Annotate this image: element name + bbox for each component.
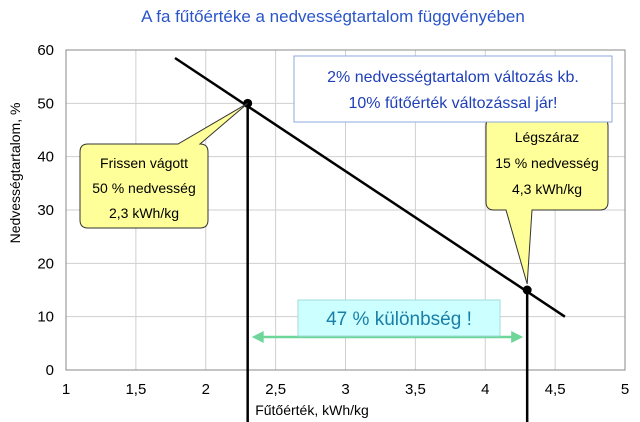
difference-annotation: 47 % különbség ! [251, 299, 524, 343]
plot-marks [174, 56, 566, 422]
callout-air-dry-line: Légszáraz [515, 129, 580, 145]
y-axis-label: Nedvességtartalom, % [7, 103, 23, 244]
x-tick-label: 4 [481, 381, 489, 398]
chart-title: A fa fűtőértéke a nedvességtartalom függ… [141, 7, 525, 26]
x-tick-label: 5 [621, 381, 629, 398]
y-tick-label: 20 [37, 255, 54, 272]
y-tick-label: 40 [37, 149, 54, 166]
callout-fresh-cut-line: Frissen vágott [100, 155, 188, 171]
callout-fresh-cut-line: 50 % nedvesség [92, 180, 196, 196]
x-tick-label: 4,5 [545, 381, 566, 398]
x-tick-label: 1,5 [125, 381, 146, 398]
axes [65, 49, 626, 371]
info-note: 2% nedvességtartalom változás kb. 10% fűt… [293, 55, 613, 123]
difference-label: 47 % különbség ! [326, 309, 472, 330]
info-note-line: 10% fűtőérték változással jár! [349, 95, 558, 112]
y-tick-label: 30 [37, 202, 54, 219]
series-line [174, 56, 566, 318]
x-tick-label: 3,5 [405, 381, 426, 398]
x-axis-label: Fűtőérték, kWh/kg [255, 402, 369, 418]
x-tick-label: 1 [62, 381, 70, 398]
arrow-head-right [511, 331, 524, 343]
callout-fresh-cut [79, 102, 248, 229]
y-tick-label: 10 [37, 309, 54, 326]
x-tick-label: 2 [202, 381, 210, 398]
data-point [522, 285, 532, 295]
plot-frame [65, 49, 626, 371]
arrow-head-left [251, 331, 264, 343]
callout-air-dry-line: 15 % nedvesség [495, 155, 599, 171]
x-tick-label: 3 [341, 381, 349, 398]
callout-air-dry-line: 4,3 kWh/kg [512, 181, 582, 197]
info-note-line: 2% nedvességtartalom változás kb. [327, 69, 579, 86]
y-tick-label: 50 [37, 95, 54, 112]
y-tick-label: 0 [46, 362, 54, 379]
callout-fresh-cut-line: 2,3 kWh/kg [109, 205, 179, 221]
y-tick-label: 60 [37, 42, 54, 59]
x-tick-label: 2,5 [265, 381, 286, 398]
difference-box [297, 299, 501, 337]
info-note-box [293, 55, 613, 123]
callouts: Frissen vágott 50 % nedvesség 2,3 kWh/kg Lé… [79, 102, 609, 285]
